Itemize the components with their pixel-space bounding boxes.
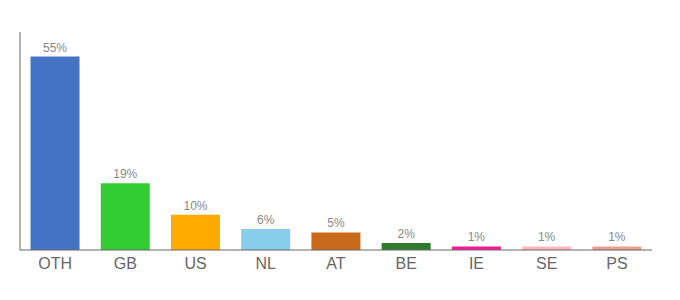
svg-text:US: US [184,255,206,272]
svg-text:BE: BE [396,255,417,272]
svg-text:GB: GB [114,255,137,272]
svg-text:1%: 1% [468,230,486,244]
svg-text:1%: 1% [608,230,626,244]
svg-text:10%: 10% [183,199,207,213]
svg-text:55%: 55% [43,41,67,55]
svg-text:IE: IE [469,255,484,272]
svg-text:19%: 19% [113,167,137,181]
svg-text:1%: 1% [538,230,556,244]
svg-text:2%: 2% [397,227,415,241]
svg-text:NL: NL [256,255,277,272]
svg-text:6%: 6% [257,213,275,227]
svg-text:5%: 5% [327,216,345,230]
svg-text:PS: PS [606,255,627,272]
svg-text:OTH: OTH [38,255,72,272]
svg-text:SE: SE [536,255,557,272]
svg-text:AT: AT [326,255,345,272]
